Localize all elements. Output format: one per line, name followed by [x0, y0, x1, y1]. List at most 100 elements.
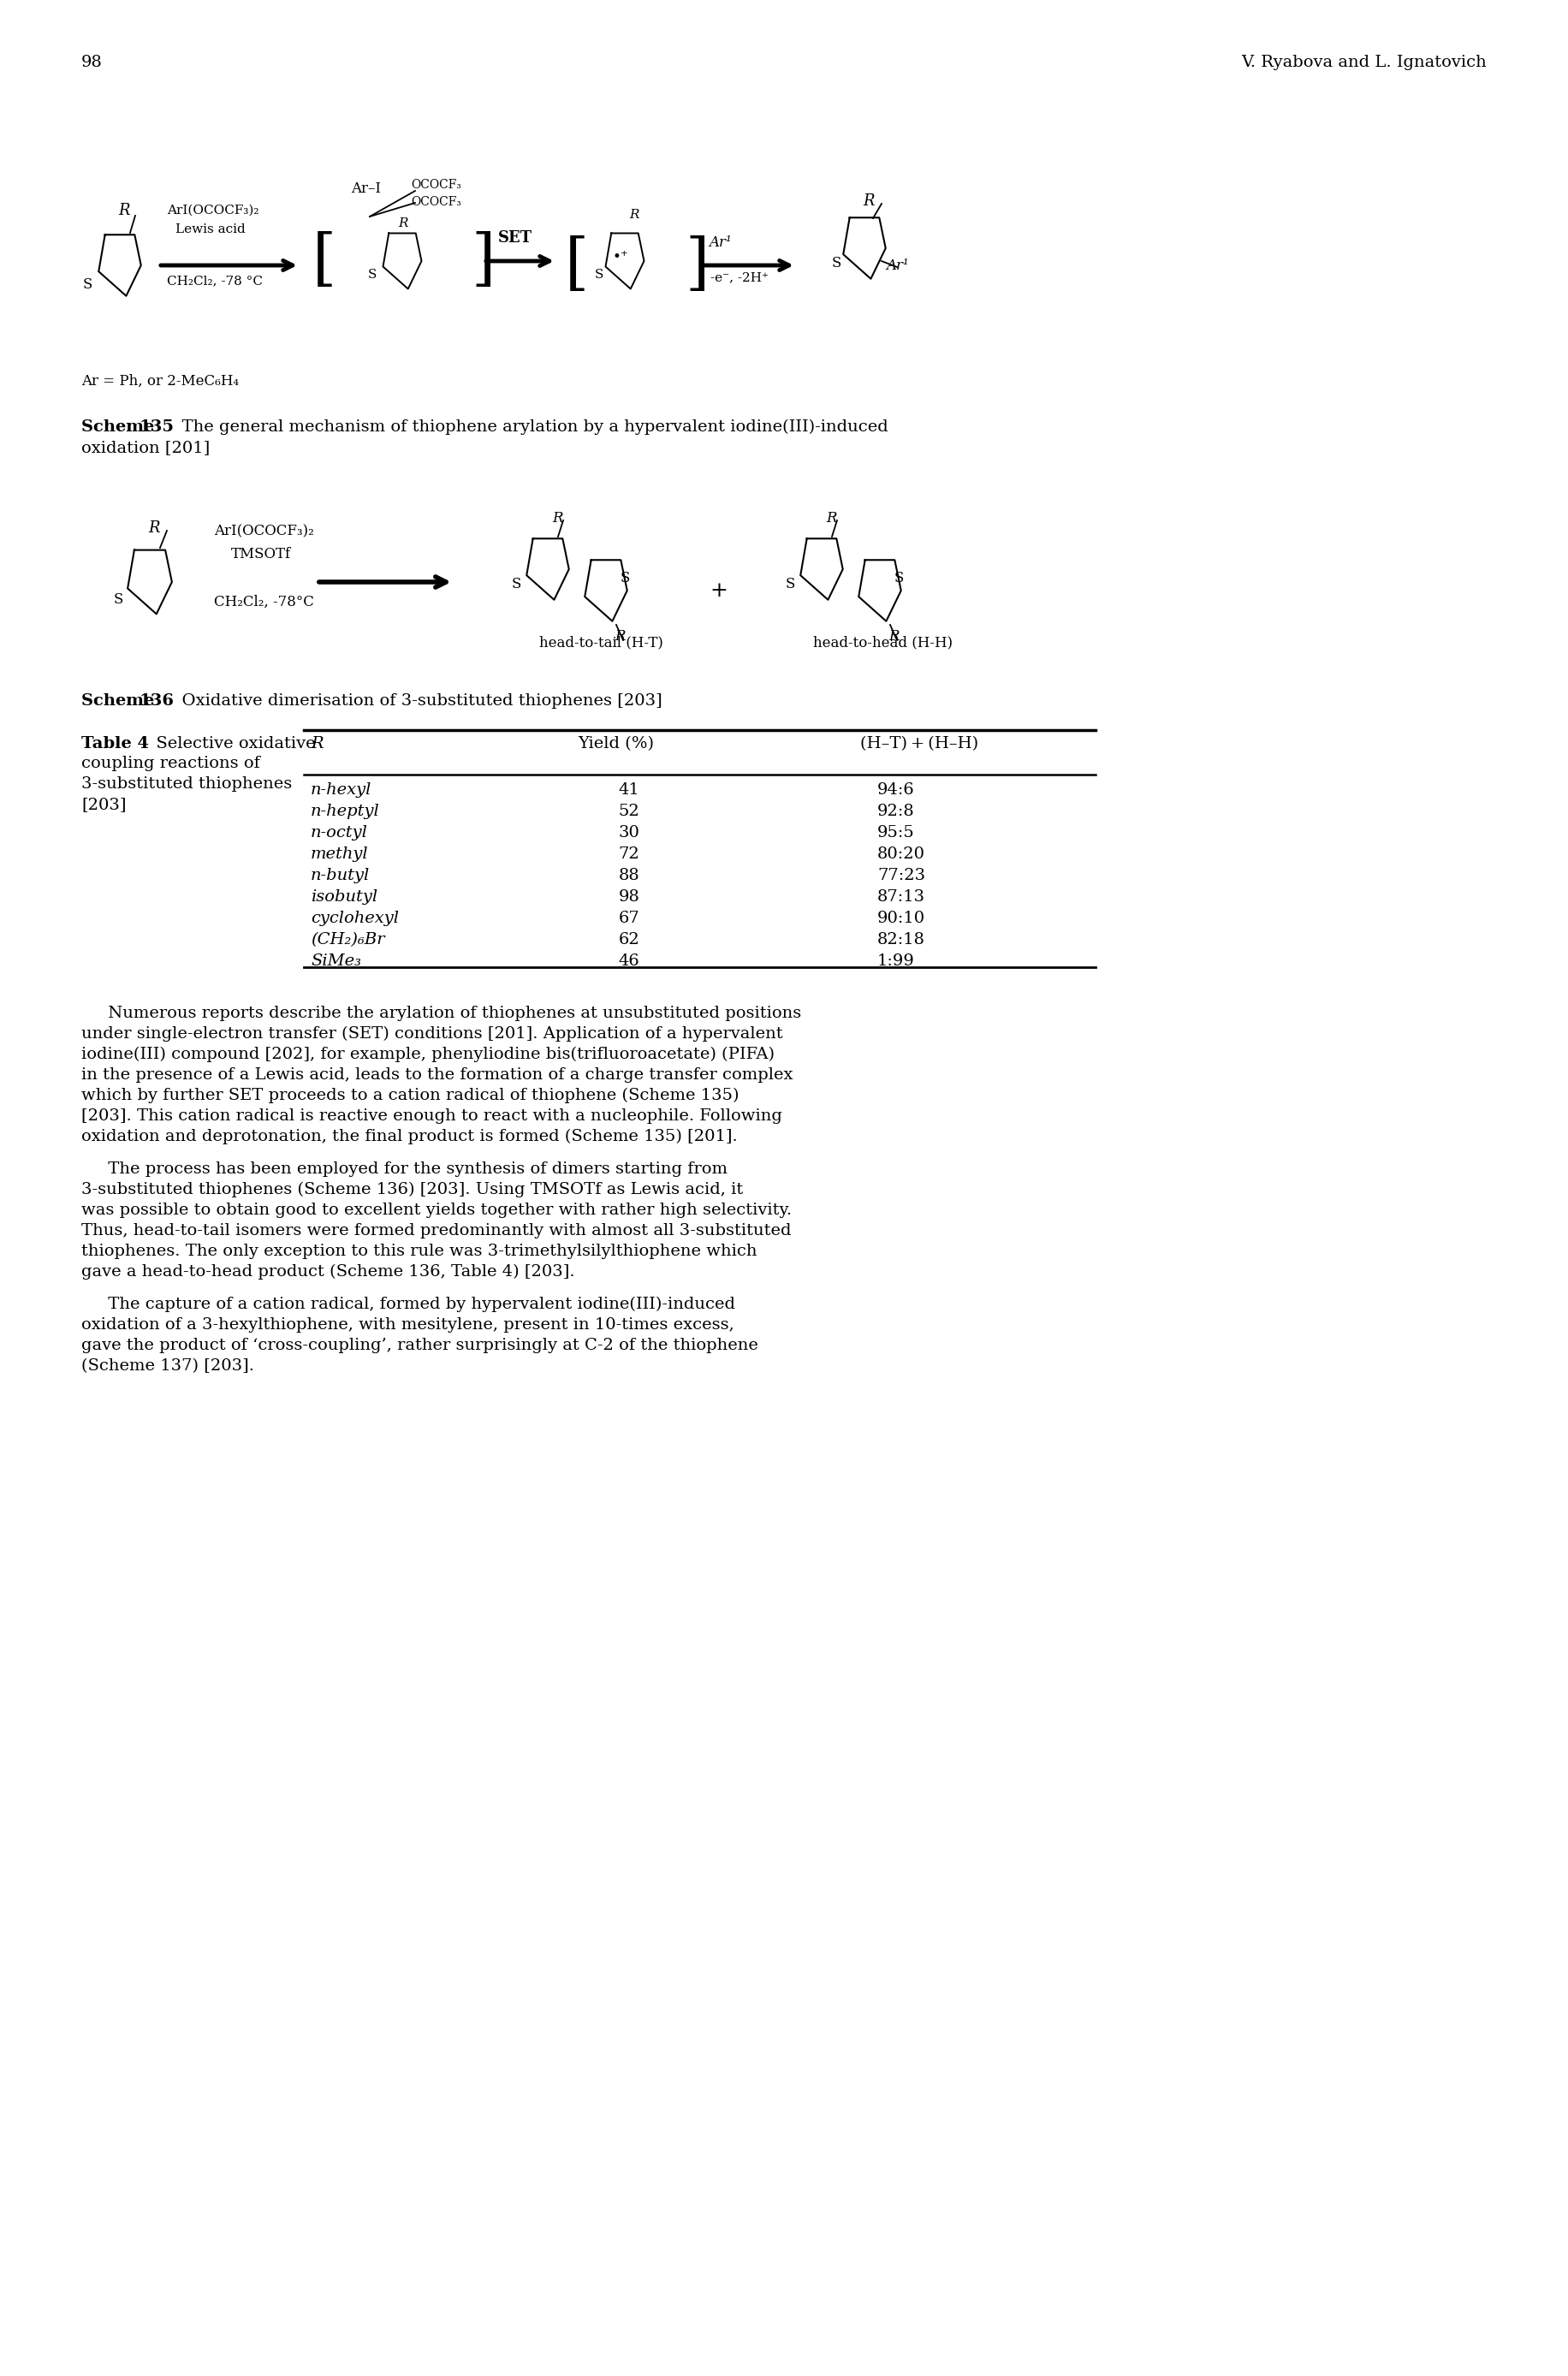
Text: S: S: [833, 257, 842, 271]
Text: n-hexyl: n-hexyl: [310, 782, 372, 798]
Text: thiophenes. The only exception to this rule was 3-trimethylsilylthiophene which: thiophenes. The only exception to this r…: [82, 1243, 757, 1259]
Text: OCOCF₃: OCOCF₃: [411, 178, 461, 190]
Text: +: +: [710, 580, 728, 601]
Text: oxidation [201]: oxidation [201]: [82, 440, 210, 456]
Text: gave a head-to-head product (Scheme 136, Table 4) [203].: gave a head-to-head product (Scheme 136,…: [82, 1264, 575, 1281]
Text: 87:13: 87:13: [877, 889, 925, 905]
Text: 41: 41: [618, 782, 640, 798]
Text: R: R: [398, 216, 408, 230]
Text: 77:23: 77:23: [877, 867, 925, 884]
Text: methyl: methyl: [310, 846, 368, 862]
Text: Selective oxidative: Selective oxidative: [146, 737, 315, 751]
Text: CH₂Cl₂, -78 °C: CH₂Cl₂, -78 °C: [166, 276, 263, 287]
Text: head-to-tail (H-T): head-to-tail (H-T): [539, 634, 663, 649]
Text: V. Ryabova and L. Ignatovich: V. Ryabova and L. Ignatovich: [1242, 55, 1486, 71]
Text: TMSOTf: TMSOTf: [230, 546, 292, 561]
Text: [203]. This cation radical is reactive enough to react with a nucleophile. Follo: [203]. This cation radical is reactive e…: [82, 1107, 782, 1124]
Text: 135: 135: [140, 421, 174, 435]
Text: R: R: [615, 630, 626, 644]
Text: 94:6: 94:6: [877, 782, 914, 798]
Text: R: R: [862, 192, 875, 209]
Text: ]: ]: [685, 235, 709, 295]
Text: The capture of a cation radical, formed by hypervalent iodine(III)-induced: The capture of a cation radical, formed …: [82, 1297, 735, 1312]
Text: S: S: [621, 570, 630, 584]
Text: Lewis acid: Lewis acid: [176, 223, 246, 235]
Text: (H–T) + (H–H): (H–T) + (H–H): [861, 737, 978, 751]
Text: R: R: [629, 209, 638, 221]
Text: S: S: [368, 268, 376, 280]
Text: The general mechanism of thiophene arylation by a hypervalent iodine(III)-induce: The general mechanism of thiophene aryla…: [171, 421, 887, 435]
Text: 80:20: 80:20: [877, 846, 925, 862]
Text: 1:99: 1:99: [877, 953, 914, 969]
Text: -e⁻, -2H⁺: -e⁻, -2H⁺: [710, 271, 768, 283]
Text: n-butyl: n-butyl: [310, 867, 370, 884]
Text: ArI(OCOCF₃)₂: ArI(OCOCF₃)₂: [166, 204, 259, 216]
Text: isobutyl: isobutyl: [310, 889, 378, 905]
Text: (CH₂)₆Br: (CH₂)₆Br: [310, 931, 384, 948]
Text: [: [: [564, 235, 590, 295]
Text: S: S: [83, 278, 93, 292]
Text: Ar¹: Ar¹: [886, 259, 908, 273]
Text: R: R: [552, 511, 563, 525]
Text: which by further SET proceeds to a cation radical of thiophene (Scheme 135): which by further SET proceeds to a catio…: [82, 1088, 739, 1102]
Text: Thus, head-to-tail isomers were formed predominantly with almost all 3-substitut: Thus, head-to-tail isomers were formed p…: [82, 1224, 792, 1238]
Text: Ar–I: Ar–I: [351, 181, 381, 195]
Text: S: S: [894, 570, 905, 584]
Text: oxidation and deprotonation, the final product is formed (Scheme 135) [201].: oxidation and deprotonation, the final p…: [82, 1129, 737, 1145]
Text: 92:8: 92:8: [877, 803, 914, 820]
Text: 30: 30: [618, 824, 640, 841]
Text: Oxidative dimerisation of 3-substituted thiophenes [203]: Oxidative dimerisation of 3-substituted …: [171, 694, 662, 708]
Text: under single-electron transfer (SET) conditions [201]. Application of a hyperval: under single-electron transfer (SET) con…: [82, 1026, 782, 1041]
Text: 72: 72: [618, 846, 640, 862]
Text: Scheme: Scheme: [82, 694, 160, 708]
Text: R: R: [826, 511, 837, 525]
Text: n-octyl: n-octyl: [310, 824, 368, 841]
Text: was possible to obtain good to excellent yields together with rather high select: was possible to obtain good to excellent…: [82, 1202, 792, 1219]
Text: S: S: [511, 577, 522, 592]
Text: 95:5: 95:5: [877, 824, 914, 841]
Text: OCOCF₃: OCOCF₃: [411, 195, 461, 209]
Text: •⁺: •⁺: [612, 249, 629, 264]
Text: R: R: [118, 202, 130, 219]
Text: S: S: [114, 592, 124, 606]
Text: SET: SET: [499, 230, 533, 245]
Text: gave the product of ‘cross-coupling’, rather surprisingly at C-2 of the thiophen: gave the product of ‘cross-coupling’, ra…: [82, 1338, 759, 1354]
Text: SiMe₃: SiMe₃: [310, 953, 361, 969]
Text: R: R: [310, 737, 323, 751]
Text: Scheme: Scheme: [82, 421, 160, 435]
Text: 52: 52: [618, 803, 640, 820]
Text: [: [: [312, 230, 337, 292]
Text: 82:18: 82:18: [877, 931, 925, 948]
Text: 3-substituted thiophenes (Scheme 136) [203]. Using TMSOTf as Lewis acid, it: 3-substituted thiophenes (Scheme 136) [2…: [82, 1181, 743, 1198]
Text: iodine(III) compound [202], for example, phenyliodine bis(trifluoroacetate) (PIF: iodine(III) compound [202], for example,…: [82, 1048, 775, 1062]
Text: oxidation of a 3-hexylthiophene, with mesitylene, present in 10-times excess,: oxidation of a 3-hexylthiophene, with me…: [82, 1316, 734, 1333]
Text: 98: 98: [82, 55, 102, 71]
Text: [203]: [203]: [82, 796, 127, 813]
Text: n-heptyl: n-heptyl: [310, 803, 379, 820]
Text: Table 4: Table 4: [82, 737, 149, 751]
Text: 62: 62: [618, 931, 640, 948]
Text: ]: ]: [470, 230, 495, 292]
Text: Yield (%): Yield (%): [577, 737, 654, 751]
Text: The process has been employed for the synthesis of dimers starting from: The process has been employed for the sy…: [82, 1162, 728, 1176]
Text: in the presence of a Lewis acid, leads to the formation of a charge transfer com: in the presence of a Lewis acid, leads t…: [82, 1067, 793, 1083]
Text: 46: 46: [618, 953, 640, 969]
Text: R: R: [889, 630, 898, 644]
Text: Ar¹: Ar¹: [709, 235, 731, 249]
Text: (Scheme 137) [203].: (Scheme 137) [203].: [82, 1359, 254, 1373]
Text: R: R: [149, 520, 160, 537]
Text: CH₂Cl₂, -78°C: CH₂Cl₂, -78°C: [213, 594, 314, 608]
Text: Numerous reports describe the arylation of thiophenes at unsubstituted positions: Numerous reports describe the arylation …: [82, 1005, 801, 1022]
Text: 90:10: 90:10: [877, 910, 925, 927]
Text: 98: 98: [618, 889, 640, 905]
Text: cyclohexyl: cyclohexyl: [310, 910, 398, 927]
Text: ArI(OCOCF₃)₂: ArI(OCOCF₃)₂: [213, 523, 314, 539]
Text: 67: 67: [618, 910, 640, 927]
Text: 136: 136: [140, 694, 174, 708]
Text: head-to-head (H-H): head-to-head (H-H): [814, 634, 953, 649]
Text: S: S: [594, 268, 604, 280]
Text: 3-substituted thiophenes: 3-substituted thiophenes: [82, 777, 292, 791]
Text: coupling reactions of: coupling reactions of: [82, 756, 260, 772]
Text: 88: 88: [618, 867, 640, 884]
Text: Ar = Ph, or 2-MeC₆H₄: Ar = Ph, or 2-MeC₆H₄: [82, 373, 238, 390]
